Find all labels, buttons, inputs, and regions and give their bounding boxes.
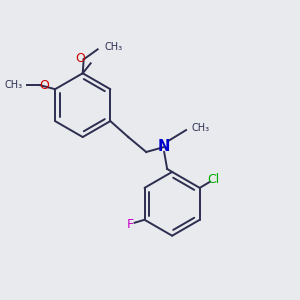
Text: CH₃: CH₃: [105, 42, 123, 52]
Text: O: O: [39, 79, 49, 92]
Text: CH₃: CH₃: [4, 80, 22, 90]
Text: F: F: [127, 218, 134, 231]
Text: CH₃: CH₃: [191, 123, 209, 133]
Text: N: N: [158, 139, 170, 154]
Text: Cl: Cl: [208, 173, 220, 186]
Text: O: O: [75, 52, 85, 65]
